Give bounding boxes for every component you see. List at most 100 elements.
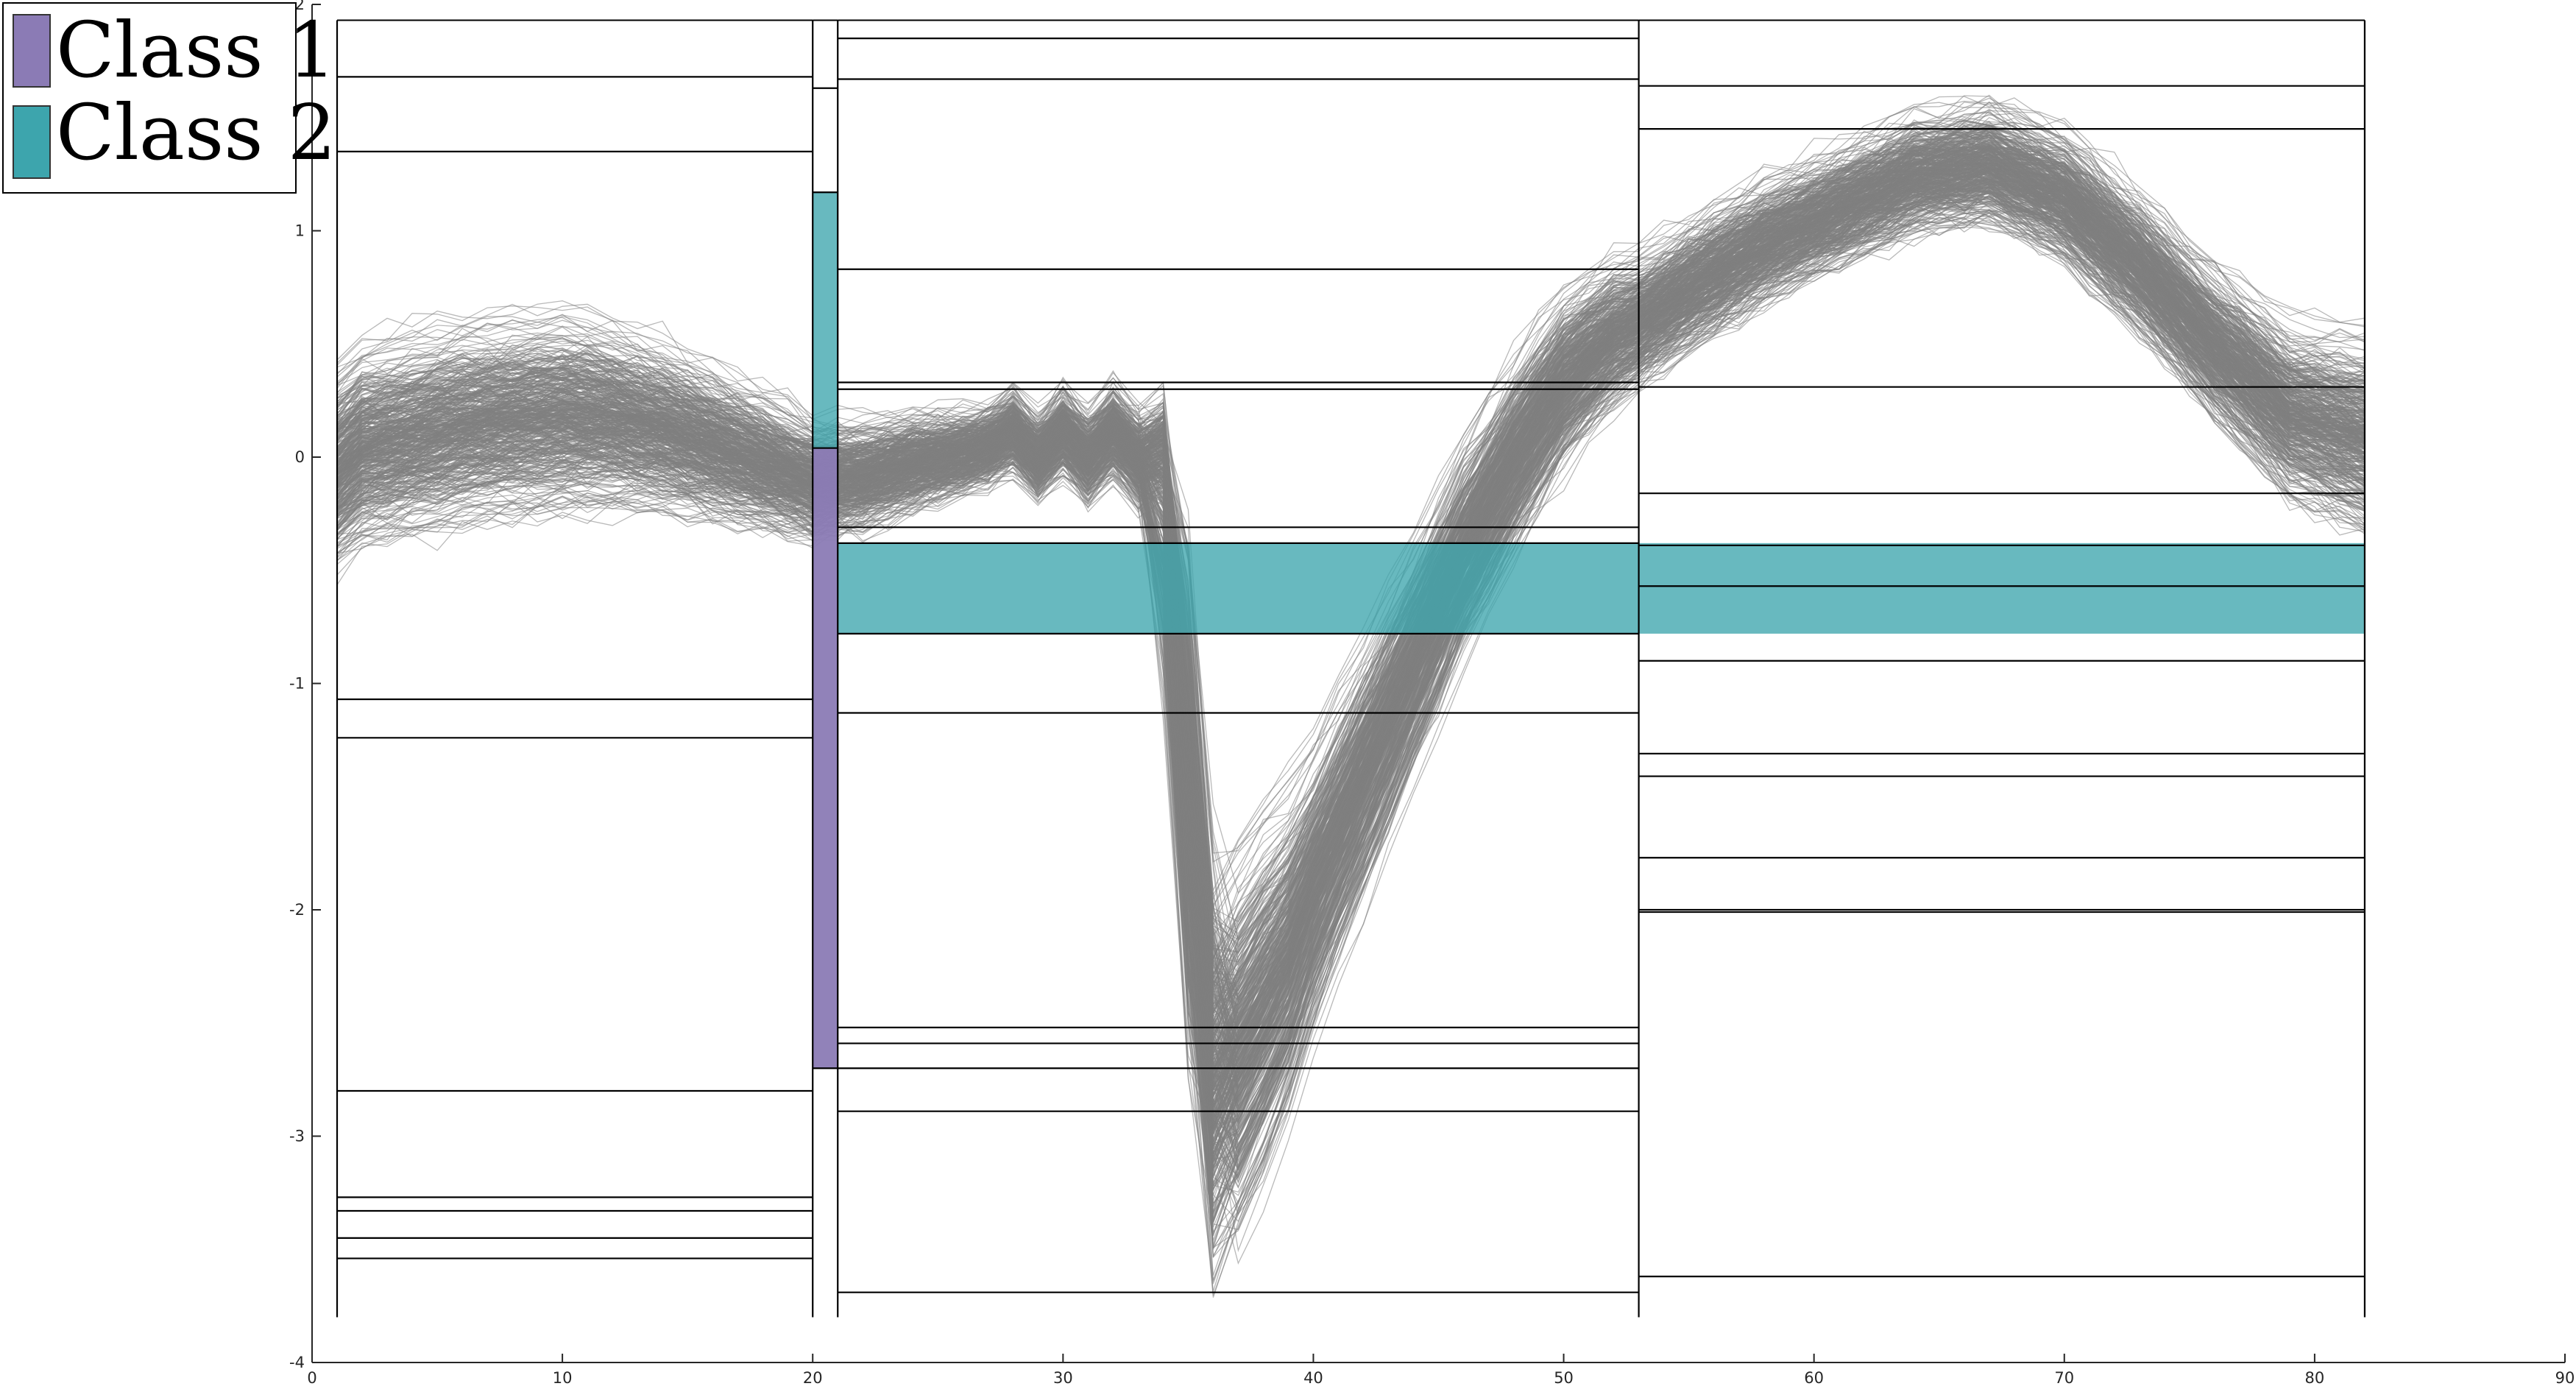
legend-swatch-class-2	[13, 105, 51, 179]
trace-line	[336, 171, 2366, 1111]
trace-line	[336, 181, 2366, 1144]
trace-line	[336, 113, 2365, 937]
trace-line	[336, 166, 2366, 1108]
trace-line	[336, 183, 2366, 1169]
trace-line	[336, 166, 2366, 1108]
trace-line	[336, 160, 2365, 1042]
bin-fill-class-2	[838, 542, 1639, 634]
trace-line	[336, 185, 2365, 1159]
trace-line	[336, 110, 2366, 907]
trace-line	[336, 165, 2366, 1129]
trace-line	[336, 164, 2366, 1119]
trace-line	[336, 172, 2366, 1110]
trace-line	[336, 189, 2366, 1184]
legend-label-class-2: Class 2	[56, 88, 336, 177]
trace-line	[336, 182, 2366, 1169]
trace-line	[336, 200, 2366, 1221]
trace-line	[336, 168, 2365, 1107]
trace-line	[336, 166, 2366, 1129]
x-tick-label: 50	[1554, 1369, 1574, 1387]
trace-line	[336, 121, 2365, 980]
trace-line	[336, 168, 2365, 1113]
x-tick-label: 60	[1804, 1369, 1824, 1387]
trace-line	[336, 96, 2365, 854]
trace-line	[336, 192, 2366, 1192]
trace-line	[336, 177, 2365, 1111]
trace-line	[336, 117, 2366, 961]
trace-line	[336, 179, 2365, 1162]
trace-line	[336, 119, 2366, 896]
trace-line	[336, 166, 2366, 1144]
trace-line	[336, 193, 2365, 1159]
trace-line	[336, 170, 2366, 1171]
trace-line	[336, 189, 2366, 1222]
trace-line	[336, 158, 2366, 1098]
trace-lines	[336, 94, 2366, 1298]
trace-line	[336, 210, 2366, 1223]
trace-line	[336, 165, 2366, 1121]
trace-line	[336, 172, 2366, 1130]
trace-line	[336, 166, 2366, 1114]
trace-line	[336, 183, 2366, 1159]
trace-line	[336, 178, 2366, 1134]
trace-line	[336, 168, 2366, 1113]
trace-line	[336, 188, 2366, 1180]
trace-line	[336, 179, 2365, 1185]
trace-line	[336, 176, 2366, 1168]
trace-line	[336, 120, 2365, 941]
trace-line	[336, 172, 2366, 1122]
trace-line	[336, 195, 2365, 1177]
trace-line	[336, 124, 2366, 977]
x-tick-label: 30	[1053, 1369, 1073, 1387]
trace-line	[336, 97, 2365, 911]
trace-line	[336, 172, 2365, 1144]
trace-line	[336, 129, 2366, 1013]
trace-line	[336, 154, 2366, 1122]
y-tick-label: 1	[295, 222, 305, 240]
trace-line	[336, 168, 2366, 1106]
trace-line	[336, 168, 2366, 1104]
trace-line	[336, 190, 2365, 1160]
trace-line	[336, 171, 2366, 1128]
trace-line	[336, 174, 2366, 1137]
trace-line	[336, 167, 2366, 1106]
trace-line	[336, 169, 2366, 1133]
trace-line	[336, 197, 2365, 1167]
trace-line	[336, 178, 2366, 1187]
trace-line	[336, 185, 2365, 1162]
y-tick-label: 0	[295, 448, 305, 466]
axes	[311, 4, 2566, 1363]
trace-line	[336, 158, 2366, 1089]
trace-line	[336, 161, 2366, 1068]
x-tick-label: 80	[2305, 1369, 2325, 1387]
bin-fill-class-2	[1638, 542, 2365, 634]
x-tick-label: 40	[1303, 1369, 1323, 1387]
trace-line	[336, 183, 2366, 1148]
trace-line	[336, 187, 2366, 1187]
trace-line	[336, 180, 2366, 1170]
trace-line	[336, 201, 2365, 1210]
trace-line	[336, 160, 2366, 1131]
trace-line	[336, 117, 2366, 961]
trace-line	[336, 183, 2366, 1191]
trace-line	[336, 194, 2366, 1151]
trace-line	[336, 168, 2365, 1139]
trace-line	[336, 172, 2365, 1127]
trace-line	[336, 200, 2366, 1190]
trace-line	[336, 150, 2365, 1047]
tick-labels: 0 10 20 30 40 50 60 70 80 90 -4 -3 -2 -1 0 1 2	[289, 0, 2575, 1387]
trace-line	[336, 163, 2366, 1111]
trace-line	[336, 162, 2366, 1116]
trace-line	[336, 166, 2365, 1125]
x-tick-label: 10	[553, 1369, 573, 1387]
trace-line	[336, 177, 2366, 1129]
trace-line	[336, 171, 2366, 1125]
trace-line	[336, 166, 2366, 1109]
trace-line	[336, 161, 2366, 1120]
x-tick-label: 70	[2054, 1369, 2074, 1387]
trace-line	[336, 188, 2366, 1178]
x-tick-label: 0	[307, 1369, 316, 1387]
trace-line	[336, 192, 2366, 1212]
trace-line	[336, 197, 2366, 1179]
